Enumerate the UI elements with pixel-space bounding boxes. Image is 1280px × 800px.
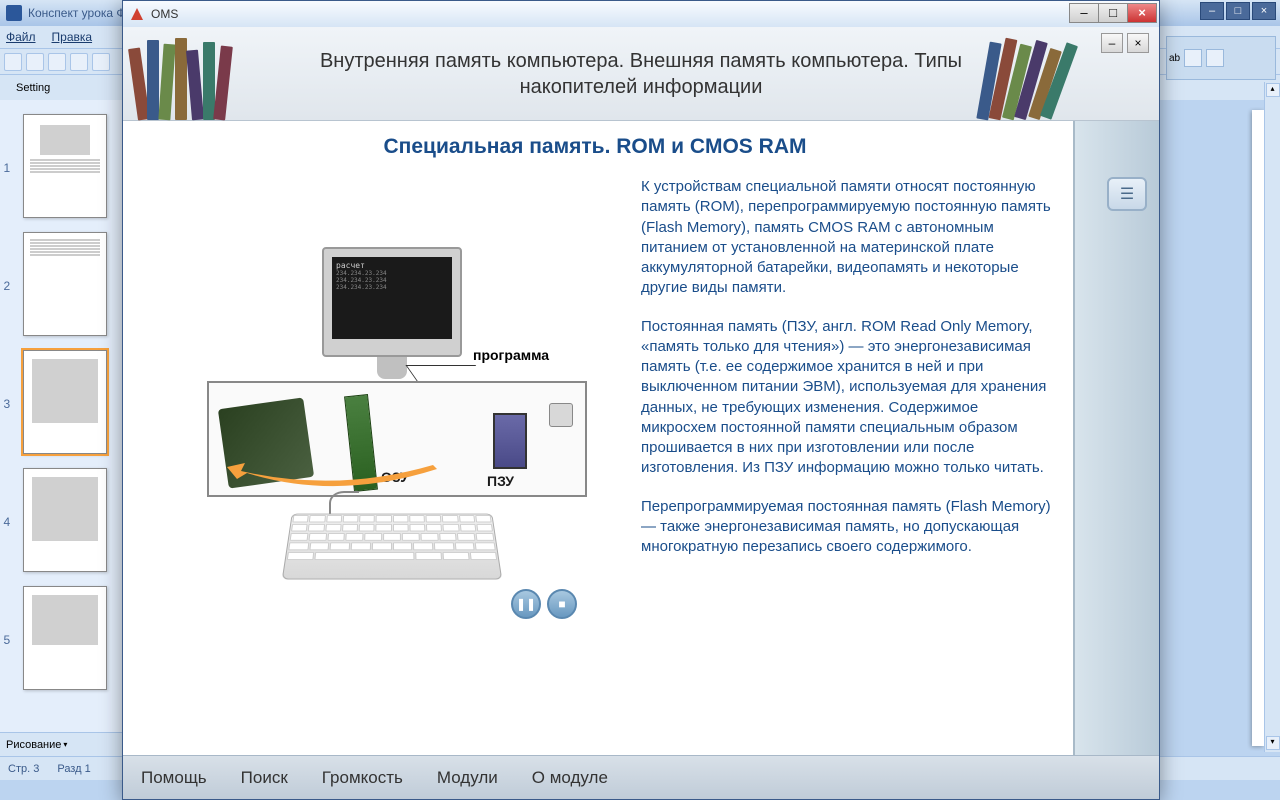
pause-button[interactable]: ❚❚ <box>511 589 541 619</box>
page-thumb-2[interactable]: 2 <box>23 232 107 336</box>
content-main: Специальная память. ROM и CMOS RAM расче… <box>123 121 1073 755</box>
word-scrollbar[interactable]: ▴ ▾ <box>1264 82 1280 752</box>
contents-button[interactable]: ☰ <box>1107 177 1147 211</box>
minimize-button[interactable]: – <box>1200 2 1224 20</box>
highlight-icon[interactable] <box>1184 49 1202 67</box>
books-left-decor <box>129 30 249 120</box>
oms-titlebar[interactable]: OMS – □ × <box>123 1 1159 27</box>
content-title: Специальная память. ROM и CMOS RAM <box>137 135 1053 159</box>
word-page-edge <box>1252 110 1264 746</box>
status-page: Стр. 3 <box>8 763 39 775</box>
inner-minimize-button[interactable]: – <box>1101 33 1123 53</box>
keyboard-cable <box>329 491 359 515</box>
scroll-up-icon[interactable]: ▴ <box>1266 83 1280 97</box>
page-thumb-5[interactable]: 5 <box>23 586 107 690</box>
page-thumb-3[interactable]: 3 <box>23 350 107 454</box>
oms-app-icon <box>129 6 145 22</box>
paragraph-3: Перепрограммируемая постоянная память (F… <box>641 497 1053 558</box>
monitor-stand <box>377 357 407 379</box>
oms-minimize-button[interactable]: – <box>1069 3 1099 23</box>
oms-body: – × Внутренняя память компьютера. <box>123 27 1159 799</box>
paragraph-2: Постоянная память (ПЗУ, англ. ROM Read O… <box>641 317 1053 479</box>
inner-close-button[interactable]: × <box>1127 33 1149 53</box>
new-icon[interactable] <box>4 53 22 71</box>
footer-about[interactable]: О модуле <box>532 768 608 788</box>
status-section: Разд 1 <box>57 763 90 775</box>
pzu-label: ПЗУ <box>487 473 514 489</box>
oms-inner-controls: – × <box>1101 33 1149 53</box>
word-app-icon <box>6 5 22 21</box>
monitor-screen: расчет 234.234.23.234234.234.23.234234.2… <box>332 257 452 339</box>
save-icon[interactable] <box>48 53 66 71</box>
ribbon-fragment: ab <box>1166 36 1276 80</box>
program-label: программа <box>473 347 549 363</box>
drawing-toolbar: Рисование ▾ <box>0 732 130 756</box>
footer-help[interactable]: Помощь <box>141 768 207 788</box>
footer-volume[interactable]: Громкость <box>322 768 403 788</box>
media-controls: ❚❚ ■ <box>511 589 577 619</box>
side-panel: ☰ <box>1073 121 1159 755</box>
footer-modules[interactable]: Модули <box>437 768 498 788</box>
oms-header: – × Внутренняя память компьютера. <box>123 27 1159 121</box>
page-thumb-4[interactable]: 4 <box>23 468 107 572</box>
books-right-decor <box>979 30 1099 120</box>
menu-edit[interactable]: Правка <box>52 30 93 44</box>
maximize-button[interactable]: □ <box>1226 2 1250 20</box>
oms-content: Специальная память. ROM и CMOS RAM расче… <box>123 121 1159 755</box>
oms-window-controls: – □ × <box>1070 3 1157 23</box>
oms-main-title: Внутренняя память компьютера. Внешняя па… <box>301 48 981 100</box>
print-icon[interactable] <box>70 53 88 71</box>
text-column: К устройствам специальной памяти относят… <box>641 177 1053 627</box>
footer-search[interactable]: Поиск <box>241 768 288 788</box>
small-component <box>549 403 573 427</box>
open-icon[interactable] <box>26 53 44 71</box>
menu-file[interactable]: Файл <box>6 30 36 44</box>
paragraph-1: К устройствам специальной памяти относят… <box>641 177 1053 299</box>
monitor: расчет 234.234.23.234234.234.23.234234.2… <box>322 247 462 357</box>
close-button[interactable]: × <box>1252 2 1276 20</box>
rom-chip <box>493 413 527 469</box>
fontcolor-icon[interactable] <box>1206 49 1224 67</box>
memory-diagram: расчет 234.234.23.234234.234.23.234234.2… <box>137 267 597 627</box>
keyboard <box>282 514 502 580</box>
data-flow-arrow <box>227 461 447 491</box>
drawing-label[interactable]: Рисование <box>6 739 61 751</box>
oms-maximize-button[interactable]: □ <box>1098 3 1128 23</box>
setting-label[interactable]: Setting <box>16 82 50 94</box>
oms-footer: Помощь Поиск Громкость Модули О модуле <box>123 755 1159 799</box>
diagram-column: расчет 234.234.23.234234.234.23.234234.2… <box>137 177 617 627</box>
stop-button[interactable]: ■ <box>547 589 577 619</box>
oms-close-button[interactable]: × <box>1127 3 1157 23</box>
scroll-down-icon[interactable]: ▾ <box>1266 736 1280 750</box>
thumbnail-pane: 1 2 3 4 5 <box>0 100 130 756</box>
word-title-text: Конспект урока Ф <box>28 6 126 20</box>
preview-icon[interactable] <box>92 53 110 71</box>
page-thumb-1[interactable]: 1 <box>23 114 107 218</box>
word-window-controls: – □ × <box>1200 2 1276 20</box>
oms-window: OMS – □ × – × <box>122 0 1160 800</box>
oms-title-text: OMS <box>151 7 178 21</box>
